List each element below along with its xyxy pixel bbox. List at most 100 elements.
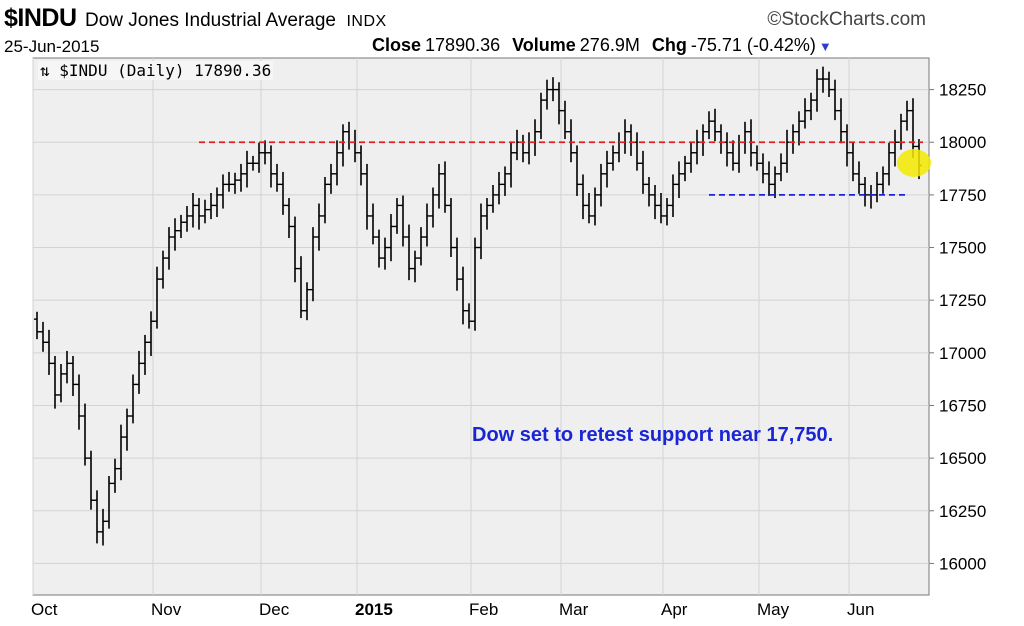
ohlc-bar [436, 163, 442, 209]
ohlc-bar [304, 282, 310, 321]
ohlc-bar [76, 374, 82, 430]
ohlc-bar [370, 203, 376, 245]
ohlc-bar [766, 161, 772, 196]
y-tick-label: 17000 [939, 344, 986, 363]
ohlc-bar [676, 161, 682, 199]
ohlc-bar [172, 218, 178, 251]
ohlc-bar [844, 124, 850, 167]
ohlc-bar [406, 224, 412, 281]
annotation-text: Dow set to retest support near 17,750. [472, 424, 833, 446]
ohlc-bar [430, 187, 436, 228]
ohlc-bar [670, 174, 676, 217]
ohlc-bar [148, 311, 154, 356]
brand-watermark: ©StockCharts.com [767, 9, 926, 30]
ohlc-bar [472, 237, 478, 331]
y-tick-label: 16000 [939, 554, 986, 573]
y-tick-label: 16750 [939, 396, 986, 415]
last-price-highlight [897, 149, 931, 177]
ohlc-bar [388, 214, 394, 262]
down-arrow-icon: ▼ [818, 39, 832, 54]
ohlc-bar [610, 145, 616, 171]
ohlc-bar [652, 184, 658, 220]
ohlc-bar [910, 98, 916, 159]
y-tick-label: 17250 [939, 291, 986, 310]
ohlc-bar [508, 142, 514, 188]
ohlc-bar [316, 203, 322, 251]
volume-value: 276.9M [579, 35, 640, 55]
trend-lines [199, 141, 923, 196]
ohlc-bar [538, 92, 544, 140]
x-tick-label: Oct [31, 600, 58, 619]
ohlc-bar [268, 145, 274, 188]
ohlc-bar [598, 163, 604, 207]
ohlc-bar [292, 216, 298, 283]
ohlc-bar [712, 108, 718, 142]
ohlc-bar [178, 214, 184, 239]
ohlc-bar [862, 176, 868, 207]
ohlc-bar [34, 311, 40, 340]
ohlc-bar [166, 227, 172, 270]
ohlc-bar [196, 198, 202, 230]
ohlc-bar [400, 195, 406, 247]
ohlc-bar [214, 187, 220, 217]
y-tick-label: 17750 [939, 186, 986, 205]
ohlc-bar [106, 476, 112, 529]
ohlc-bar [814, 69, 820, 112]
ohlc-bar [574, 145, 580, 196]
ohlc-bar [244, 150, 250, 188]
ohlc-bar [58, 363, 64, 403]
ohlc-bar [88, 450, 94, 510]
chg-value: -75.71 (-0.42%) [690, 35, 816, 55]
ohlc-bar [154, 266, 160, 329]
ohlc-bar [592, 187, 598, 226]
ohlc-bar [496, 171, 502, 205]
y-axis-labels: 16000 16250 16500 16750 17000 17250 17500 17750… [939, 81, 986, 574]
ohlc-bar [310, 227, 316, 302]
ohlc-bar [232, 172, 238, 194]
chart-tag-label: $INDU (Daily) 17890.36 [59, 61, 272, 80]
symbol: $INDU [4, 4, 77, 32]
ohlc-bar [448, 198, 454, 258]
ohlc-bar [478, 203, 484, 260]
ohlc-bar [226, 171, 232, 192]
ohlc-bar [826, 71, 832, 97]
ohlc-bar [250, 155, 256, 171]
ohlc-bar [490, 184, 496, 213]
ohlc-bar [658, 192, 664, 224]
ohlc-bar [64, 350, 70, 384]
ohlc-bar [466, 303, 472, 329]
ohlc-bar [688, 142, 694, 173]
ohlc-bar [382, 237, 388, 270]
chg-label: Chg [651, 35, 687, 55]
ohlc-bar [70, 355, 76, 396]
x-tick-label: Jun [847, 600, 874, 619]
ohlc-bar [394, 198, 400, 234]
ohlc-bar [322, 176, 328, 224]
ohlc-bar [334, 140, 340, 186]
ohlc-bar [280, 171, 286, 215]
ohlc-bar [604, 150, 610, 188]
ohlc-bar [820, 66, 826, 93]
ohlc-bar [580, 174, 586, 220]
ohlc-bar [640, 150, 646, 194]
x-tick-label: 2015 [355, 600, 393, 619]
volume-label: Volume [512, 35, 576, 55]
ohlc-bar [772, 166, 778, 199]
ohlc-bar [730, 140, 736, 171]
ohlc-bar [850, 142, 856, 182]
quote-date: 25-Jun-2015 [4, 37, 100, 56]
ohlc-bar [838, 98, 844, 144]
ohlc-bar [340, 124, 346, 167]
ohlc-bar [904, 100, 910, 131]
x-tick-label: Nov [151, 600, 182, 619]
ohlc-bar [796, 111, 802, 146]
ohlc-bar [112, 458, 118, 493]
y-tick-label: 18000 [939, 133, 986, 152]
x-tick-label: May [757, 600, 790, 619]
ohlc-bar [856, 161, 862, 194]
ohlc-bar [130, 374, 136, 424]
ohlc-bar [502, 166, 508, 196]
chart-header: $INDU Dow Jones Industrial Average INDX [4, 4, 387, 34]
ohlc-bar [328, 163, 334, 194]
